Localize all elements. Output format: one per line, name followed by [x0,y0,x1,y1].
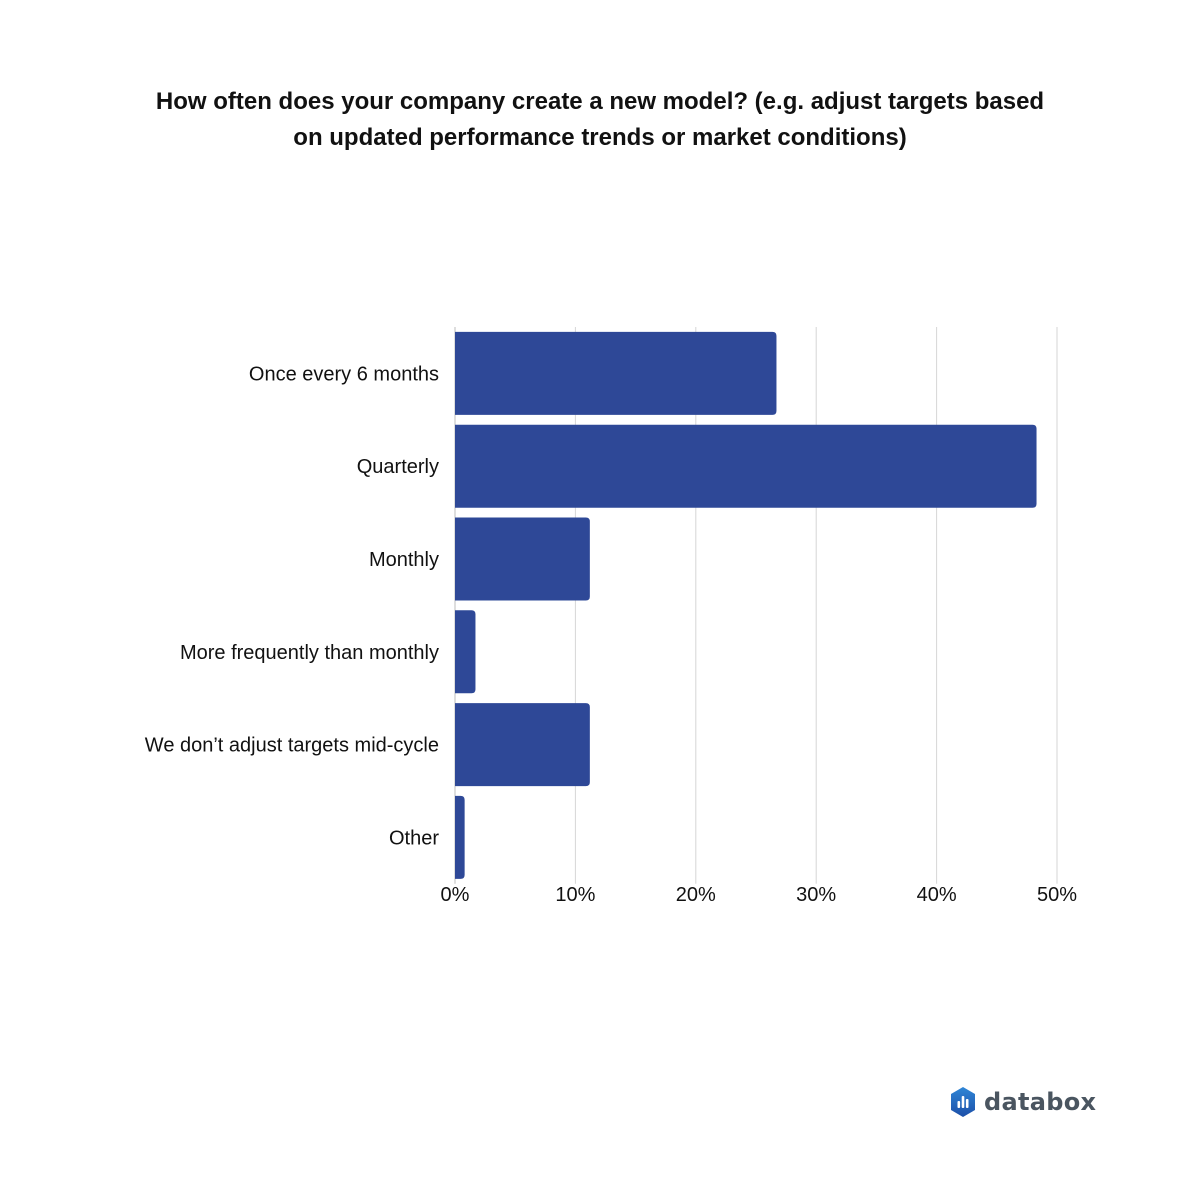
bar-1 [455,331,777,415]
bar-4 [455,610,476,694]
category-label-1: Once every 6 months [249,363,439,385]
chart-title-line-1: How often does your company create a new… [155,88,1045,115]
chart-title: How often does your company create a new… [100,84,1100,156]
x-tick-label-50: 50% [1037,884,1077,906]
category-label-6: Other [389,827,439,849]
x-axis-tick-labels: 0% 10% 20% 30% 40% 50% [441,884,1078,906]
bar-3 [455,517,590,601]
category-label-4: More frequently than monthly [180,642,439,664]
category-labels: Once every 6 months Quarterly Monthly More … [145,363,440,849]
x-tick-label-20: 20% [676,884,716,906]
bar-6 [455,795,465,879]
databox-logo-icon [951,1087,975,1117]
x-tick-label-40: 40% [917,884,957,906]
brand-logo: databox [950,1082,1096,1122]
bars [455,331,1037,879]
category-label-3: Monthly [369,549,439,571]
category-label-2: Quarterly [357,456,439,478]
x-tick-label-10: 10% [555,884,595,906]
category-label-5: We don’t adjust targets mid-cycle [145,735,439,757]
x-tick-label-30: 30% [796,884,836,906]
x-tick-label-0: 0% [441,884,470,906]
bar-2 [455,424,1037,508]
bar-chart: Once every 6 months Quarterly Monthly More … [145,327,1078,906]
gridlines [454,327,1058,884]
bar-5 [455,703,590,787]
brand-name: databox [984,1088,1097,1116]
chart-title-line-2: on updated performance trends or market … [293,124,907,151]
